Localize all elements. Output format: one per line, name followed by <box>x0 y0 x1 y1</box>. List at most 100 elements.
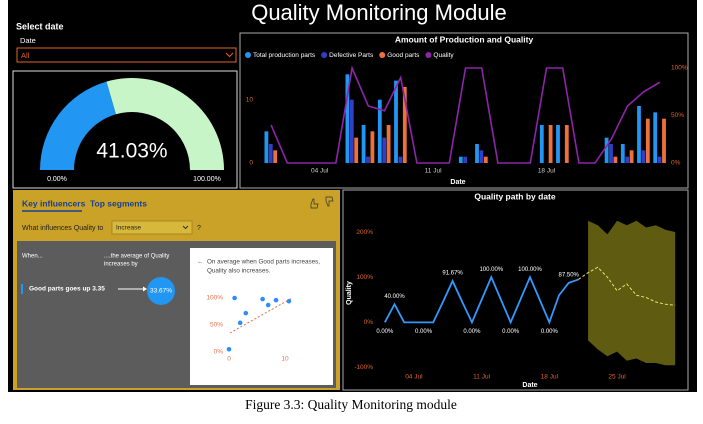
y-tick-label: 100% <box>356 274 373 281</box>
bar <box>264 131 269 163</box>
filter-label: Date <box>20 36 36 45</box>
bar <box>366 156 370 163</box>
bar <box>273 150 278 163</box>
data-label: 0.00% <box>502 329 520 335</box>
x-tick-label: 25 Jul <box>608 374 626 381</box>
bar <box>556 125 560 163</box>
bar <box>657 156 662 163</box>
legend-marker <box>379 52 386 58</box>
bar <box>345 74 350 163</box>
x-tick-label: 11 Jul <box>425 168 442 175</box>
x-tick-label: 18 Jul <box>541 374 559 381</box>
choice-value[interactable]: Increase <box>116 225 141 232</box>
bar <box>386 125 391 163</box>
bar <box>475 144 479 163</box>
bar <box>382 137 387 163</box>
y-tick-label: 200% <box>356 229 373 236</box>
y-tick-label: 0 <box>249 160 253 167</box>
bar <box>609 144 613 163</box>
bar <box>370 131 375 163</box>
bar <box>604 137 609 163</box>
effect-header: increases by <box>104 262 138 268</box>
y2-tick-label: 50% <box>671 112 684 119</box>
bar <box>268 144 273 163</box>
y-tick-label: 10 <box>246 96 254 103</box>
bar <box>458 156 463 163</box>
dropdown-box[interactable] <box>16 47 237 63</box>
data-label: 100.00% <box>518 267 542 273</box>
legend-label: Quality <box>433 52 454 59</box>
bar <box>637 106 641 163</box>
bar <box>620 144 625 163</box>
y-tick-label: 100% <box>206 295 223 302</box>
bar <box>463 156 468 163</box>
bar <box>402 87 407 163</box>
choice-dropdown[interactable] <box>111 220 193 235</box>
forecast-band <box>588 220 676 366</box>
y2-tick-label: 0% <box>671 160 681 167</box>
factor-arrowhead <box>143 286 147 292</box>
scatter-point <box>265 302 271 308</box>
x-tick-label: 10 <box>281 356 289 363</box>
scatter-point <box>232 295 237 301</box>
data-label: 0.00% <box>541 329 559 335</box>
tab[interactable]: Top segments <box>90 198 147 208</box>
gauge-panel <box>12 70 238 189</box>
chart-title: Quality path by date <box>474 191 556 201</box>
legend-marker <box>425 52 432 58</box>
forecast-line <box>578 266 676 306</box>
bar <box>479 150 484 163</box>
line-panel <box>342 189 689 391</box>
data-label: 0.00% <box>463 329 481 335</box>
scatter-point <box>237 320 243 326</box>
legend-label: Total production parts <box>253 52 316 59</box>
bar <box>398 156 403 163</box>
gauge-value-label: 41.03% <box>96 140 167 163</box>
card-text: Quality also increases. <box>207 268 271 275</box>
x-axis-title: Date <box>522 382 537 389</box>
scatter-point <box>273 297 279 303</box>
gauge-value <box>40 81 116 170</box>
data-label: 91.67% <box>442 271 463 277</box>
influencer-card <box>190 248 333 385</box>
gauge-track <box>106 78 224 170</box>
bar <box>539 125 544 163</box>
data-label: 0.00% <box>376 329 394 335</box>
dropdown-value[interactable]: All <box>21 51 30 60</box>
feedback-icons[interactable] <box>310 196 334 209</box>
bar <box>645 118 650 163</box>
x-tick-label: 18 Jul <box>538 168 556 175</box>
caption: Figure 3.3: Quality Monitoring module <box>245 397 457 412</box>
legend-label: Defective Parts <box>329 52 374 59</box>
y-tick-label: -100% <box>354 364 373 371</box>
x-axis-title: Date <box>450 179 465 186</box>
date-dropdown[interactable]: All <box>16 47 237 63</box>
data-label: 0.00% <box>415 329 433 335</box>
choice-chevron[interactable] <box>182 225 189 230</box>
bar <box>349 99 354 163</box>
bar <box>653 112 658 163</box>
y-tick-label: 0% <box>214 349 224 356</box>
effect-bubble <box>147 277 175 305</box>
quality-line <box>270 65 661 164</box>
tab[interactable]: Key influencers <box>22 198 86 208</box>
help[interactable]: ? <box>197 225 201 232</box>
bar <box>625 156 630 163</box>
dropdown-chevron[interactable] <box>225 52 234 58</box>
when-header: When... <box>22 254 43 260</box>
combo-panel <box>239 32 689 189</box>
bar <box>629 150 634 163</box>
bar <box>548 125 553 163</box>
question: What influences Quality to <box>22 225 103 232</box>
key-influencers: Key influencers Top segments What influe… <box>13 190 340 390</box>
x-tick-label: 04 Jul <box>405 374 423 381</box>
card-back-arrow[interactable]: ← <box>197 259 203 266</box>
effect-header: ....the average of Quality <box>104 254 169 260</box>
bar <box>354 137 359 163</box>
bar <box>377 99 382 163</box>
card-text: On average when Good parts increases, <box>207 259 320 266</box>
y2-tick-label: 100% <box>671 65 688 72</box>
bar <box>662 118 666 163</box>
data-label: 100.00% <box>479 267 503 273</box>
factor[interactable]: Good parts goes up 3.35 <box>29 286 105 293</box>
